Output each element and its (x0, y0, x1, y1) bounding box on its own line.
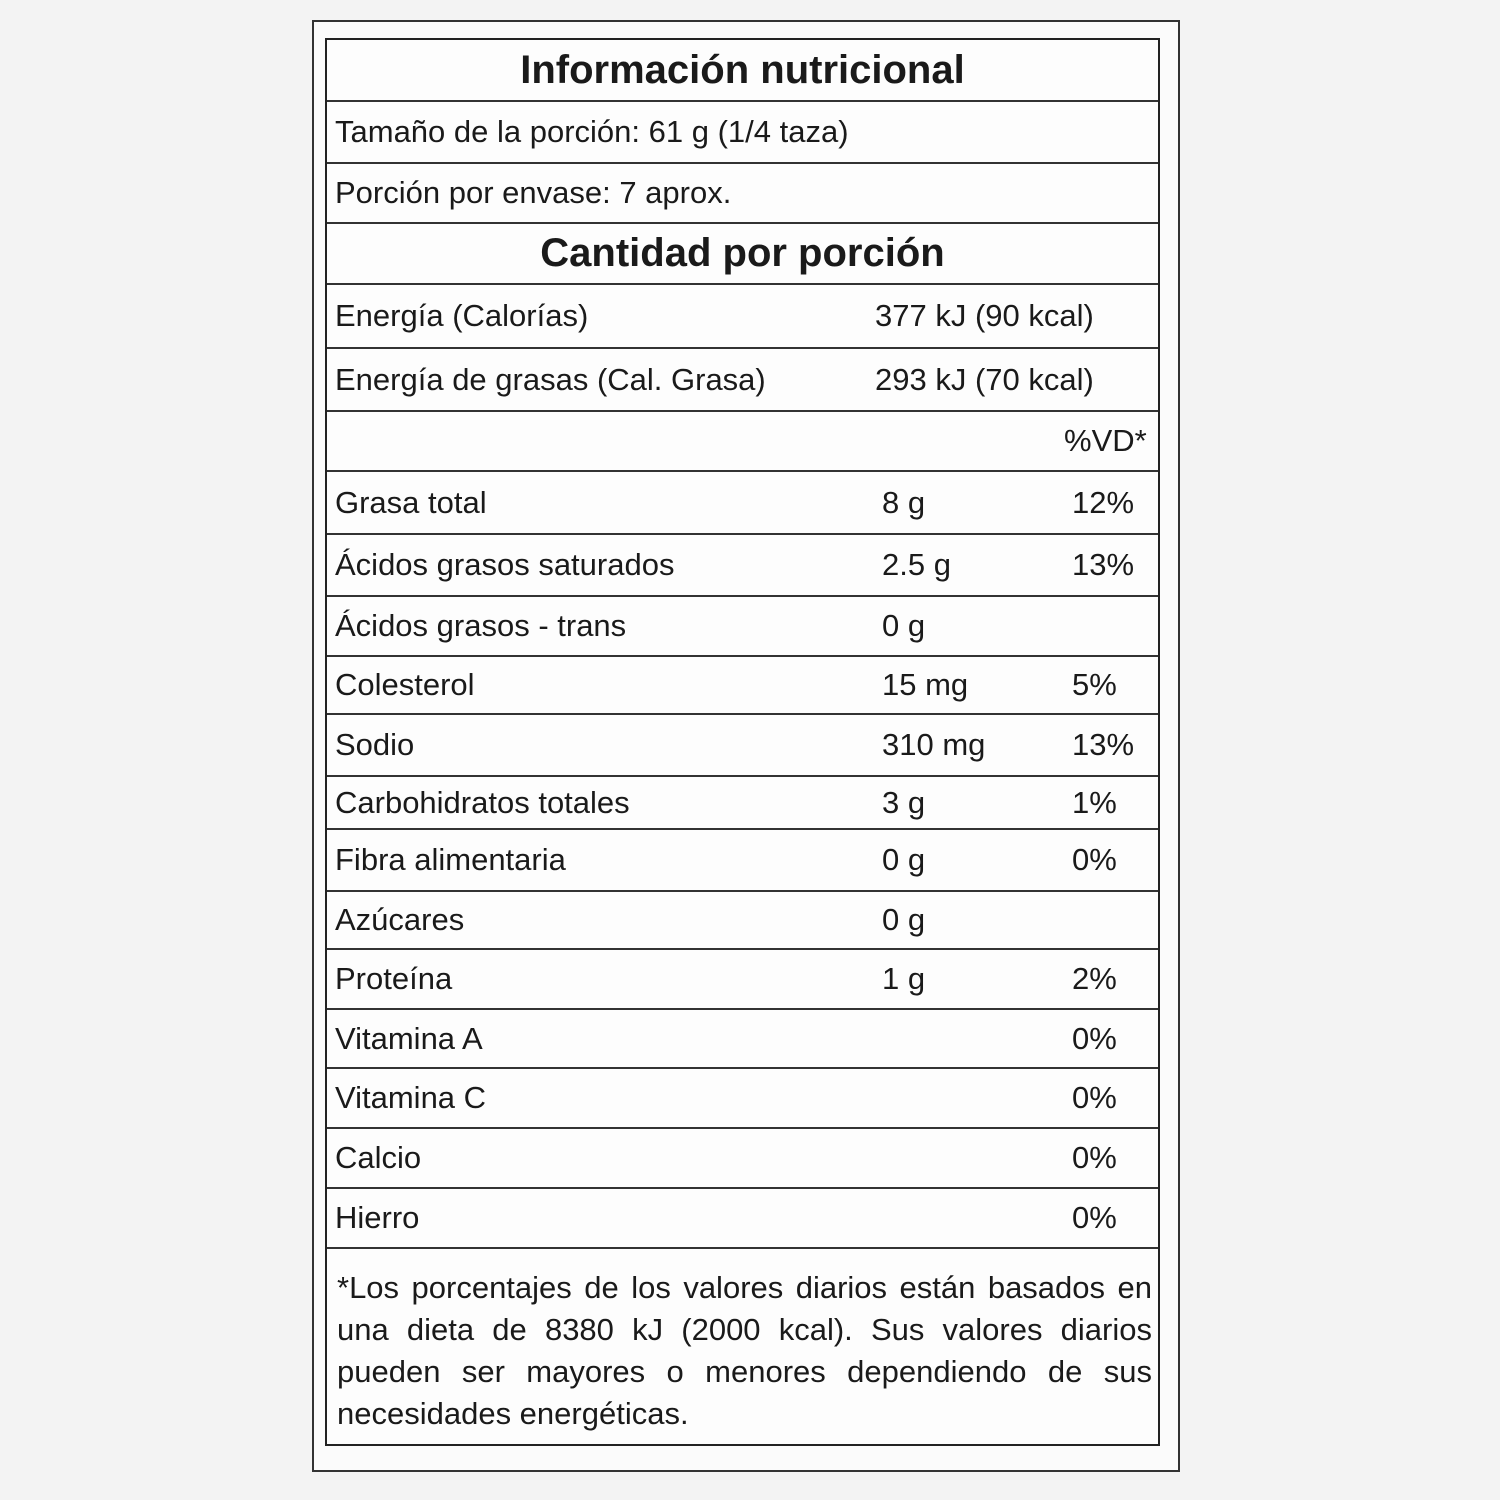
nutrient-label: Hierro (335, 1200, 420, 1235)
nutrient-row: Calcio 0% (327, 1129, 1158, 1189)
nutrition-facts-table: Información nutricional Tamaño de la por… (325, 38, 1160, 1446)
nutrient-amount: 15 mg (882, 667, 969, 702)
nutrient-row: Fibra alimentaria 0 g 0% (327, 830, 1158, 892)
nutrient-dv: 0% (1072, 1200, 1117, 1235)
servings-per-container: Porción por envase: 7 aprox. (335, 175, 732, 210)
nutrient-amount: 8 g (882, 484, 926, 520)
nutrient-dv: 0% (1072, 842, 1117, 877)
nutrient-row: Ácidos grasos saturados 2.5 g 13% (327, 535, 1158, 597)
nutrient-dv: 13% (1072, 547, 1135, 582)
nutrient-dv: 1% (1072, 784, 1117, 820)
nutrient-label: Vitamina C (335, 1080, 487, 1115)
nutrient-row: Hierro 0% (327, 1189, 1158, 1249)
nutrient-dv: 13% (1072, 727, 1135, 762)
nutrient-label: Vitamina A (335, 1020, 483, 1056)
footnote: *Los porcentajes de los valores diarios … (337, 1270, 1152, 1431)
nutrient-amount: 0 g (882, 608, 926, 643)
nutrient-amount: 1 g (882, 961, 926, 996)
nutrient-row: Colesterol 15 mg 5% (327, 657, 1158, 715)
servings-per-container-row: Porción por envase: 7 aprox. (327, 164, 1158, 224)
amount-per-serving-header: Cantidad por porción (327, 224, 1158, 285)
energy-value: 377 kJ (90 kcal) (875, 298, 1094, 333)
nutrient-amount: 0 g (882, 842, 926, 877)
nutrient-dv: 0% (1072, 1080, 1117, 1115)
serving-size: Tamaño de la porción: 61 g (1/4 taza) (335, 114, 849, 149)
table-title: Información nutricional (327, 40, 1158, 102)
nutrient-label: Carbohidratos totales (335, 784, 630, 820)
dv-header: %VD* (1064, 423, 1147, 458)
nutrient-row: Sodio 310 mg 13% (327, 715, 1158, 777)
nutrient-row: Carbohidratos totales 3 g 1% (327, 777, 1158, 830)
nutrient-amount: 0 g (882, 902, 926, 937)
nutrient-row: Grasa total 8 g 12% (327, 472, 1158, 535)
fat-energy-label: Energía de grasas (Cal. Grasa) (335, 361, 766, 397)
fat-energy-row: Energía de grasas (Cal. Grasa) 293 kJ (70… (327, 349, 1158, 412)
nutrient-label: Proteína (335, 961, 453, 996)
nutrient-amount: 310 mg (882, 727, 986, 762)
nutrient-dv: 0% (1072, 1140, 1117, 1175)
nutrient-label: Colesterol (335, 667, 475, 702)
nutrient-label: Azúcares (335, 902, 465, 937)
nutrient-dv: 0% (1072, 1020, 1117, 1056)
energy-row: Energía (Calorías) 377 kJ (90 kcal) (327, 285, 1158, 349)
nutrient-dv: 5% (1072, 667, 1117, 702)
nutrient-row: Azúcares 0 g (327, 892, 1158, 950)
nutrient-label: Fibra alimentaria (335, 842, 566, 877)
nutrient-label: Sodio (335, 727, 415, 762)
nutrient-label: Ácidos grasos - trans (335, 608, 627, 643)
dv-header-row: %VD* (327, 412, 1158, 472)
fat-energy-value: 293 kJ (70 kcal) (875, 361, 1094, 397)
nutrient-label: Calcio (335, 1140, 422, 1175)
nutrient-amount: 3 g (882, 784, 926, 820)
nutrient-dv: 2% (1072, 961, 1117, 996)
energy-label: Energía (Calorías) (335, 298, 589, 333)
nutrient-row: Vitamina A 0% (327, 1010, 1158, 1069)
nutrient-row: Vitamina C 0% (327, 1069, 1158, 1129)
serving-size-row: Tamaño de la porción: 61 g (1/4 taza) (327, 102, 1158, 164)
nutrient-label: Grasa total (335, 484, 487, 520)
nutrient-dv: 12% (1072, 484, 1135, 520)
nutrient-label: Ácidos grasos saturados (335, 547, 675, 582)
nutrient-row: Ácidos grasos - trans 0 g (327, 597, 1158, 657)
nutrient-amount: 2.5 g (882, 547, 951, 582)
nutrient-row: Proteína 1 g 2% (327, 950, 1158, 1010)
